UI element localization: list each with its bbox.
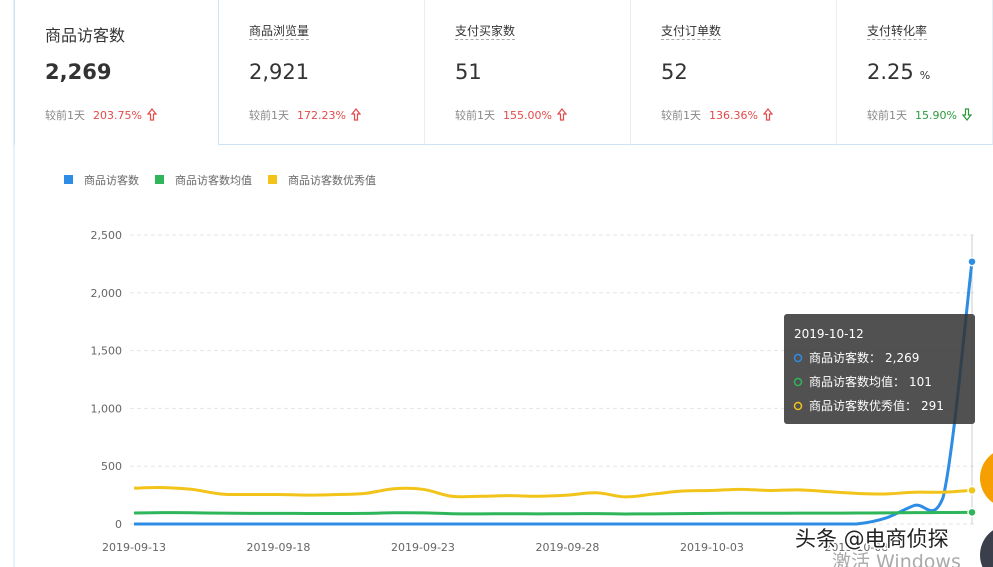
tooltip-value: 2,269	[885, 351, 919, 365]
tooltip-series-name: 商品访客数优秀值	[809, 398, 905, 413]
x-tick-label: 2019-09-18	[247, 541, 311, 554]
watermark-system: 激活 Windows	[832, 551, 961, 567]
legend-label: 商品访客数优秀值	[288, 173, 376, 187]
legend-swatch	[64, 175, 73, 184]
tooltip-entry: 商品访客数： 2,269	[809, 350, 919, 365]
y-tick-label: 1,000	[91, 402, 123, 415]
kpi-value: 2,921	[249, 60, 309, 84]
y-tick-label: 2,000	[91, 287, 123, 300]
y-tick-label: 1,500	[91, 345, 123, 358]
kpi-number: 51	[455, 60, 482, 84]
hover-point	[967, 507, 977, 518]
tooltip-dot	[793, 401, 803, 411]
kpi-compare: 较前1天 15.90%	[867, 107, 973, 123]
y-tick-label: 500	[101, 460, 122, 473]
tooltip-box	[784, 314, 975, 424]
kpi-number: 2.25	[867, 60, 914, 84]
kpi-card[interactable]: 支付转化率 2.25% 较前1天 15.90%	[837, 0, 993, 145]
kpi-compare: 较前1天 203.75%	[45, 107, 158, 123]
kpi-compare: 较前1天 172.23%	[249, 107, 362, 123]
series-line	[134, 261, 974, 526]
kpi-label: 支付订单数	[661, 24, 722, 40]
arrow-shape	[350, 108, 362, 121]
change-value: 136.36%	[709, 109, 758, 122]
tooltip-value: 291	[921, 399, 944, 413]
watermark-author: 头条 @电商侦探	[795, 527, 949, 551]
hover-point	[967, 485, 977, 496]
compare-label: 较前1天	[45, 109, 85, 122]
kpi-label: 支付转化率	[867, 24, 928, 40]
tooltip-entry: 商品访客数优秀值： 291	[809, 398, 944, 413]
trend-arrow	[762, 108, 774, 121]
x-tick-label: 2019-09-23	[391, 541, 455, 554]
compare-label: 较前1天	[455, 109, 495, 122]
series-line	[133, 486, 973, 499]
tooltip-dot	[793, 377, 803, 387]
kpi-number: 2,269	[45, 60, 112, 84]
change-value: 203.75%	[93, 109, 142, 122]
hover-point	[967, 256, 977, 267]
kpi-value: 2,269	[45, 60, 111, 84]
change-value: 172.23%	[297, 109, 346, 122]
legend-label: 商品访客数	[84, 173, 139, 187]
x-tick-label: 2019-10-03	[680, 541, 744, 554]
compare-label: 较前1天	[661, 109, 701, 122]
kpi-value: 51	[455, 60, 482, 84]
kpi-card[interactable]: 商品访客数 2,269 较前1天 203.75%	[14, 0, 219, 145]
compare-label: 较前1天	[867, 109, 907, 122]
tooltip-series-name: 商品访客数	[809, 350, 869, 365]
kpi-label: 商品浏览量	[249, 24, 310, 40]
kpi-compare: 较前1天 136.36%	[661, 107, 774, 123]
side-badge	[980, 530, 993, 567]
compare-label: 较前1天	[249, 109, 289, 122]
change-value: 155.00%	[503, 109, 552, 122]
trend-arrow	[961, 108, 973, 121]
tooltip-value: 101	[909, 375, 932, 389]
change-value: 15.90%	[915, 109, 957, 122]
kpi-number: 2,921	[249, 60, 310, 84]
y-tick-label: 0	[115, 518, 122, 531]
legend-swatch	[155, 175, 164, 184]
x-tick-label: 2019-09-13	[102, 541, 166, 554]
tooltip-separator: ：	[893, 375, 905, 389]
arrow-shape	[146, 108, 158, 121]
arrow-shape	[762, 108, 774, 121]
trend-arrow	[350, 108, 362, 121]
kpi-card[interactable]: 支付买家数 51 较前1天 155.00%	[425, 0, 631, 145]
kpi-card[interactable]: 商品浏览量 2,921 较前1天 172.23%	[219, 0, 425, 145]
tooltip-dot	[793, 353, 803, 363]
legend-swatch	[268, 175, 277, 184]
kpi-compare: 较前1天 155.00%	[455, 107, 568, 123]
kpi-value: 2.25%	[867, 60, 930, 84]
arrow-shape	[556, 108, 568, 121]
tooltip-date: 2019-10-12	[794, 327, 864, 341]
tooltip-entry: 商品访客数均值： 101	[809, 374, 932, 389]
kpi-card[interactable]: 支付订单数 52 较前1天 136.36%	[631, 0, 837, 145]
trend-arrow	[146, 108, 158, 121]
series-line	[133, 510, 973, 516]
tooltip-separator: ：	[905, 399, 917, 413]
arrow-shape	[961, 108, 973, 121]
tooltip-separator: ：	[869, 351, 881, 365]
tooltip-series-name: 商品访客数均值	[809, 374, 893, 389]
x-tick-label: 2019-09-28	[535, 541, 599, 554]
y-tick-label: 2,500	[91, 229, 123, 242]
kpi-unit: %	[919, 69, 931, 82]
kpi-number: 52	[661, 60, 688, 84]
x-tick-label: 2019-10-08	[824, 541, 888, 554]
kpi-value: 52	[661, 60, 688, 84]
legend-label: 商品访客数均值	[175, 173, 252, 187]
kpi-label: 商品访客数	[45, 26, 126, 45]
trend-arrow	[556, 108, 568, 121]
kpi-label: 支付买家数	[455, 24, 516, 40]
side-badge	[980, 453, 993, 503]
